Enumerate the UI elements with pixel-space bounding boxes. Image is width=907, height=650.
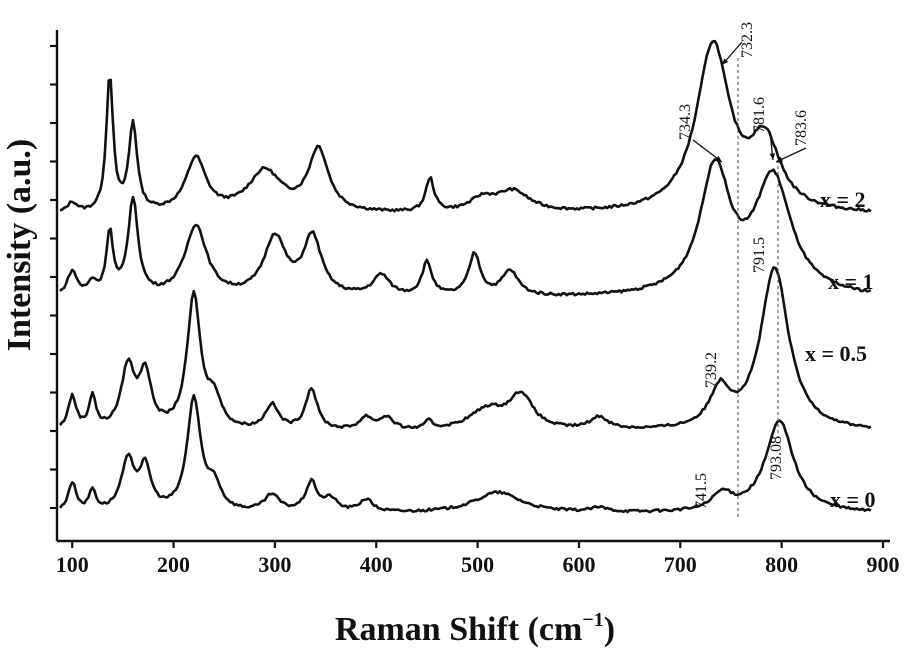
x-tick-label: 700 <box>664 552 697 577</box>
x-axis-title: Raman Shift (cm−1) <box>335 609 615 648</box>
x-tick-label: 900 <box>867 552 900 577</box>
ticks-group: 100 200 300 400 500 600 700 800 900 <box>50 44 900 577</box>
x-tick-label: 200 <box>157 552 190 577</box>
peak-label: 791.5 <box>751 237 768 273</box>
arrow-head <box>769 153 776 160</box>
series-label: x = 0 <box>830 487 876 512</box>
arrow-head <box>776 156 783 162</box>
y-axis-title: Intensity (a.u.) <box>1 139 38 352</box>
peak-label: 734.3 <box>677 104 694 140</box>
peak-label: 781.6 <box>751 97 768 133</box>
peak-label: 741.5 <box>693 473 710 509</box>
spectrum-line <box>59 39 872 213</box>
series-label: x = 0.5 <box>805 341 867 366</box>
series-label: x = 1 <box>828 269 874 294</box>
peak-label: 732.3 <box>739 22 756 58</box>
guide-lines <box>737 58 779 520</box>
x-tick-label: 400 <box>360 552 393 577</box>
series-labels: x = 2 x = 1 x = 0.5 x = 0 <box>805 187 876 512</box>
arrow-head <box>722 58 729 65</box>
peak-annotations: 732.3 734.3 781.6 783.6 791.5 739.2 793.08 741.… <box>677 22 810 509</box>
arrow-head <box>715 155 722 162</box>
x-tick-label: 600 <box>562 552 595 577</box>
x-tick-label: 800 <box>765 552 798 577</box>
spectrum-line <box>58 266 872 430</box>
axes <box>55 30 890 543</box>
x-tick-label: 100 <box>56 552 89 577</box>
spectrum-line <box>59 158 872 297</box>
peak-label: 739.2 <box>703 352 720 388</box>
series-label: x = 2 <box>820 187 866 212</box>
peak-label: 793.08 <box>768 436 785 480</box>
spectrum-line <box>58 394 872 514</box>
x-tick-label: 500 <box>461 552 494 577</box>
spectra-group <box>58 39 872 514</box>
x-tick-label: 300 <box>258 552 291 577</box>
peak-label: 783.6 <box>793 110 810 146</box>
